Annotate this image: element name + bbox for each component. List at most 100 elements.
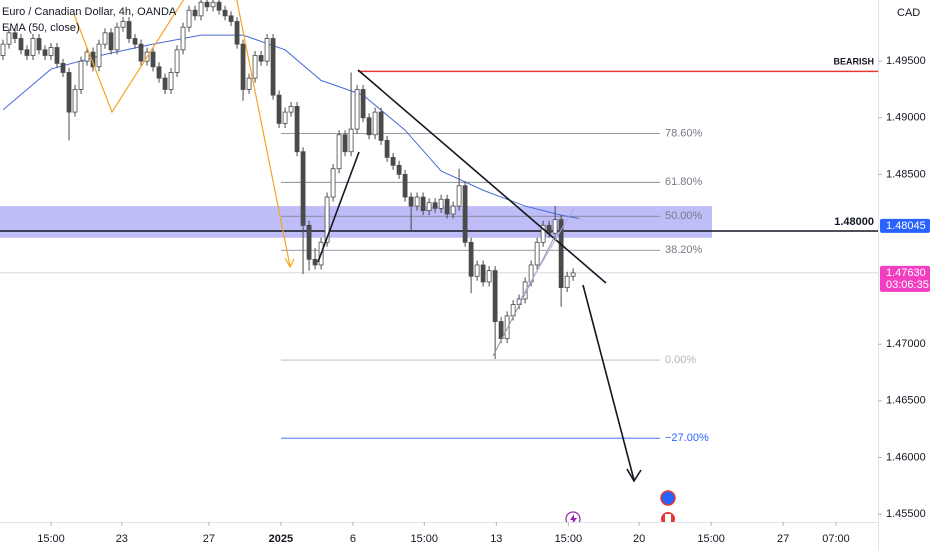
candle-body (114, 26, 120, 51)
symbol-title: Euro / Canadian Dollar, 4h, OANDA (2, 6, 177, 18)
candle-body (282, 111, 288, 124)
candle-body (480, 264, 486, 283)
candle-body (486, 270, 492, 283)
x-tick-label: 2025 (269, 533, 293, 545)
candle-body (498, 321, 504, 339)
candle-body (324, 196, 330, 243)
candle-body (432, 202, 438, 209)
candle-body (408, 196, 414, 207)
candle-body (240, 43, 246, 90)
candle-body (48, 47, 54, 56)
candle-body (456, 185, 462, 207)
candle-body (378, 111, 384, 141)
bearish-label: BEARISH (833, 57, 874, 67)
candle-body (96, 43, 102, 68)
candle-body (294, 106, 300, 153)
candle-body (180, 26, 186, 51)
candle-body (186, 9, 192, 28)
arrow-head (284, 257, 295, 269)
y-tick-label: 1.47000 (886, 338, 926, 350)
candle-body (84, 51, 90, 62)
last-price-label: 1.47630 (886, 267, 926, 279)
candle-body (420, 196, 426, 212)
candle-body (552, 219, 558, 234)
candle-body (402, 173, 408, 198)
fib-level-label: 0.00% (665, 354, 696, 366)
candle-body (288, 106, 294, 113)
candle-body (276, 94, 282, 124)
candle-body (300, 151, 306, 226)
candle-body (228, 15, 234, 22)
candle-body (72, 89, 78, 113)
candle-body (204, 1, 210, 8)
candle-body (246, 77, 252, 90)
last-price-box (880, 265, 930, 292)
candle-body (510, 304, 516, 317)
candle-body (390, 156, 396, 166)
candle-body (150, 51, 156, 68)
y-tick-label: 1.49500 (886, 55, 926, 67)
trend-line (317, 151, 360, 263)
candle-body (174, 49, 180, 73)
candle-body (132, 38, 138, 45)
arrow-head (626, 468, 642, 483)
candle-body (312, 258, 318, 266)
fib-level-label: 50.00% (665, 210, 703, 222)
candle-body (42, 49, 48, 56)
candle-body (210, 1, 216, 8)
x-tick-label: 15:00 (37, 533, 65, 545)
candle-body (168, 72, 174, 90)
candle-body (138, 43, 144, 62)
candle-body (366, 117, 372, 136)
candle-body (78, 60, 84, 90)
candle-body (570, 272, 576, 277)
candle-body (462, 185, 468, 243)
candle-body (504, 315, 510, 339)
countdown-label: 03:06:35 (886, 279, 929, 291)
wedge-line (492, 231, 558, 357)
flag-glyph (665, 514, 671, 522)
candle-body (162, 77, 168, 90)
candle-body (0, 43, 6, 56)
candle-body (66, 72, 72, 113)
currency-label[interactable]: CAD (897, 7, 920, 19)
candle-body (120, 21, 126, 28)
candle-body (264, 38, 270, 62)
candle-body (450, 205, 456, 215)
event-icon[interactable] (660, 490, 676, 506)
candle-body (192, 9, 198, 17)
candle-body (36, 38, 42, 51)
wedge-line (519, 207, 575, 301)
x-tick-label: 20 (633, 533, 645, 545)
indicator-label: EMA (50, close) (2, 22, 80, 34)
x-tick-label: 6 (350, 533, 356, 545)
y-tick-label: 1.46500 (886, 395, 926, 407)
y-tick-label: 1.45500 (886, 508, 926, 520)
candle-body (396, 164, 402, 175)
x-tick-label: 07:00 (822, 533, 850, 545)
x-tick-label: 15:00 (411, 533, 439, 545)
x-tick-label: 23 (116, 533, 128, 545)
candle-body (102, 32, 108, 45)
currency-box[interactable] (880, 2, 930, 24)
fib-level-label: 61.80% (665, 176, 703, 188)
fib-level-label: −27.00% (665, 432, 709, 444)
forecast-arrow (582, 284, 635, 481)
candle-body (558, 219, 564, 289)
level-label: 1.48000 (834, 216, 874, 228)
candle-body (426, 202, 432, 212)
candle-body (474, 264, 480, 277)
candle-body (360, 89, 366, 119)
candle-body (342, 134, 348, 153)
event-icon-glyph (570, 514, 577, 522)
candle-body (540, 224, 546, 243)
price-label: 1.48045 (886, 220, 926, 232)
candle-body (354, 89, 360, 130)
y-tick-label: 1.48500 (886, 168, 926, 180)
candle-body (198, 1, 204, 17)
candle-body (216, 1, 222, 11)
plot-area: 78.60% 61.80% 50.00% 38.20% 0.00% −27.00% BEAR… (0, 0, 878, 444)
y-tick-label: 1.46000 (886, 451, 926, 463)
candle-body (348, 128, 354, 153)
candle-body (330, 168, 336, 198)
